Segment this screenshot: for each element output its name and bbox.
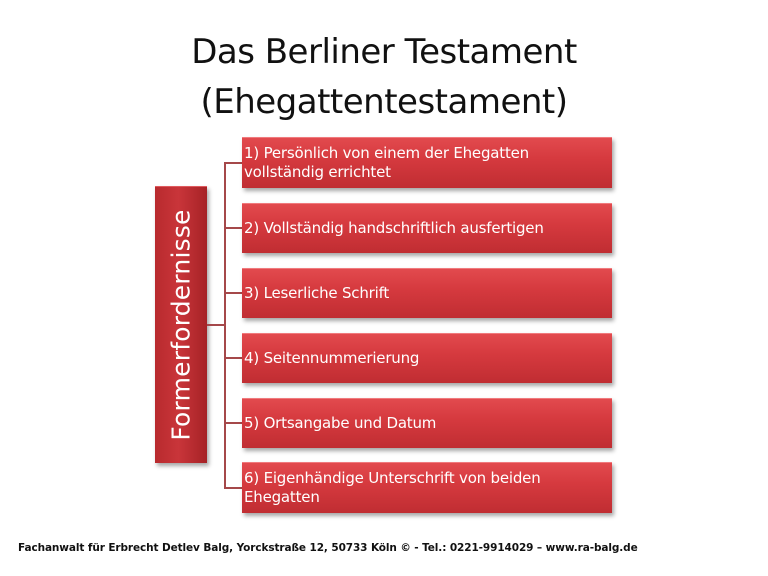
connector-branch-6 xyxy=(224,487,242,489)
requirement-box-1: 1) Persönlich von einem der Ehegatten vo… xyxy=(242,137,612,188)
root-node-label: Formerfordernisse xyxy=(166,209,196,441)
requirement-box-6: 6) Eigenhändige Unterschrift von beiden … xyxy=(242,462,612,513)
title-line-1: Das Berliner Testament xyxy=(191,32,577,72)
connector-trunk xyxy=(224,162,226,489)
root-node-box: Formerfordernisse xyxy=(155,186,207,463)
connector-branch-2 xyxy=(224,227,242,229)
requirement-label: 2) Vollständig handschriftlich ausfertig… xyxy=(244,219,544,237)
footer-contact: Fachanwalt für Erbrecht Detlev Balg, Yor… xyxy=(18,542,638,554)
connector-branch-1 xyxy=(224,162,242,164)
connector-root-stub xyxy=(207,324,226,326)
requirement-label: 3) Leserliche Schrift xyxy=(244,284,390,302)
connector-branch-3 xyxy=(224,292,242,294)
title-line-2: (Ehegattentestament) xyxy=(200,82,568,122)
requirement-label: 1) Persönlich von einem der Ehegatten vo… xyxy=(244,144,529,181)
requirement-label: 6) Eigenhändige Unterschrift von beiden … xyxy=(244,469,541,506)
requirement-box-2: 2) Vollständig handschriftlich ausfertig… xyxy=(242,203,612,253)
requirement-box-4: 4) Seitennummerierung xyxy=(242,333,612,383)
requirement-label: 5) Ortsangabe und Datum xyxy=(244,414,437,432)
connector-branch-4 xyxy=(224,357,242,359)
requirement-label: 4) Seitennummerierung xyxy=(244,349,420,367)
connector-branch-5 xyxy=(224,422,242,424)
requirement-box-3: 3) Leserliche Schrift xyxy=(242,268,612,318)
requirement-box-5: 5) Ortsangabe und Datum xyxy=(242,398,612,448)
